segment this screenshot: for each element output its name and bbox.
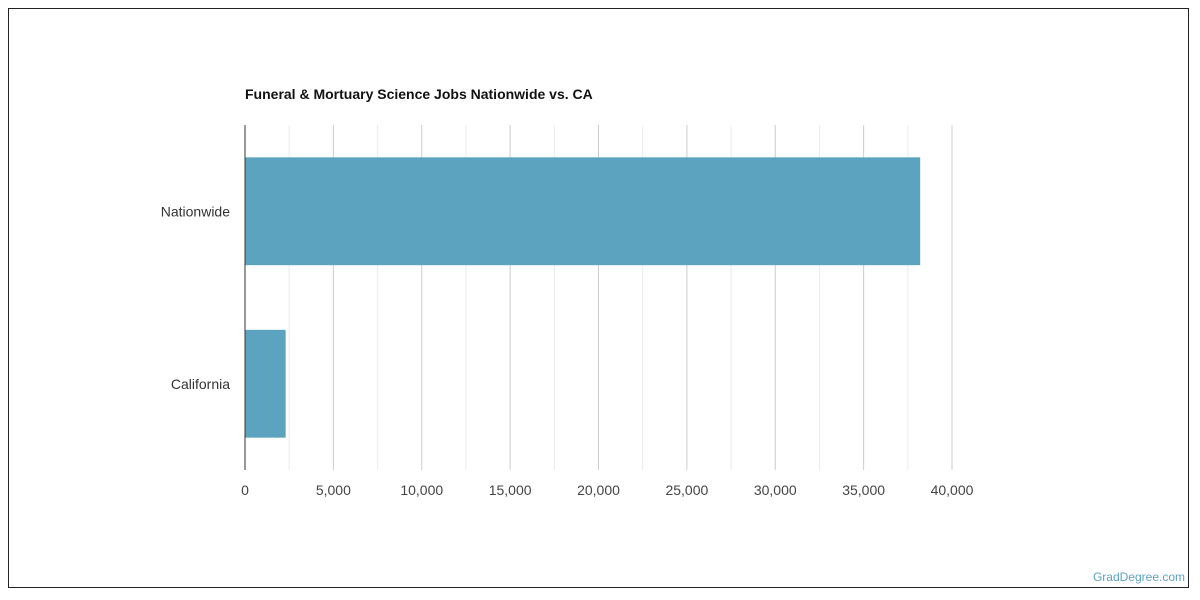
x-tick-label: 40,000 (931, 482, 974, 498)
bar-nationwide[interactable] (245, 157, 921, 266)
bar-california[interactable] (245, 329, 286, 438)
x-tick-label: 0 (241, 482, 249, 498)
category-label: California (171, 376, 230, 392)
x-tick-label: 25,000 (665, 482, 708, 498)
category-labels: Nationwide California (161, 203, 230, 392)
x-tick-label: 20,000 (577, 482, 620, 498)
chart-title: Funeral & Mortuary Science Jobs Nationwi… (245, 86, 593, 102)
x-tick-label: 35,000 (842, 482, 885, 498)
x-tick-label: 10,000 (400, 482, 443, 498)
x-tick-label: 5,000 (316, 482, 351, 498)
x-tick-labels: 0 5,000 10,000 15,000 20,000 25,000 30,000 35,0… (241, 482, 974, 498)
category-label: Nationwide (161, 203, 230, 219)
bars (245, 157, 921, 438)
x-tick-label: 15,000 (489, 482, 532, 498)
watermark[interactable]: GradDegree.com (1092, 570, 1185, 584)
x-tick-label: 30,000 (754, 482, 797, 498)
